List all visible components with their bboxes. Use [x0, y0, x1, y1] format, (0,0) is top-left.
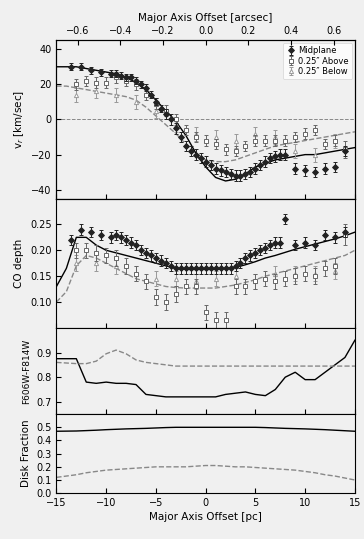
X-axis label: Major Axis Offset [arcsec]: Major Axis Offset [arcsec] — [138, 13, 273, 23]
Y-axis label: CO depth: CO depth — [15, 239, 24, 288]
Y-axis label: v$_r$ [km/sec]: v$_r$ [km/sec] — [12, 90, 25, 149]
X-axis label: Major Axis Offset [pc]: Major Axis Offset [pc] — [149, 512, 262, 522]
Y-axis label: Disk Fraction: Disk Fraction — [21, 420, 31, 487]
Legend: Midplane, 0.25″ Above, 0.25″ Below: Midplane, 0.25″ Above, 0.25″ Below — [282, 43, 352, 79]
Y-axis label: F606W-F814W: F606W-F814W — [21, 338, 31, 404]
